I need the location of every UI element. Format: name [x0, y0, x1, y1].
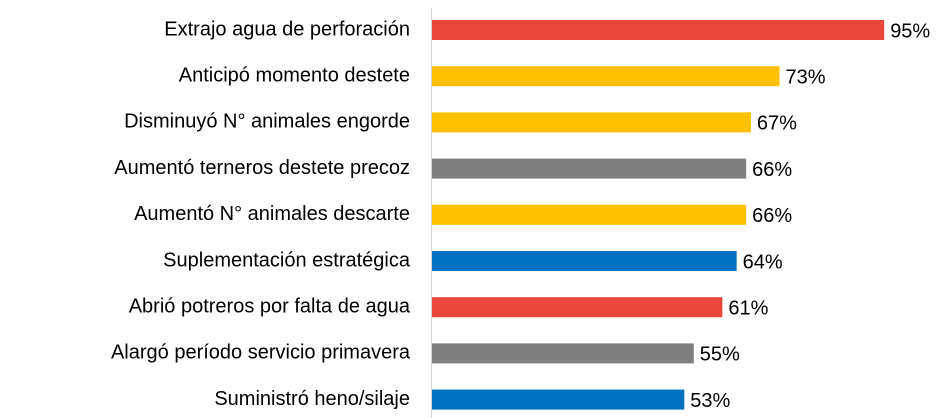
value-label: 73% — [785, 66, 825, 88]
category-label: Extrajo agua de perforación — [164, 18, 410, 40]
value-label: 64% — [743, 251, 783, 273]
category-label: Alargó período servicio primavera — [111, 342, 411, 364]
bar — [432, 158, 747, 179]
value-label: 55% — [700, 344, 740, 366]
value-label: 95% — [890, 20, 930, 42]
value-label: 66% — [752, 159, 792, 181]
bar — [432, 112, 751, 133]
category-label: Suministró heno/silaje — [214, 388, 410, 410]
bar — [432, 20, 885, 40]
bar — [432, 297, 723, 318]
category-label: Aumentó N° animales descarte — [134, 203, 410, 225]
category-label: Abrió potreros por falta de agua — [129, 295, 411, 317]
category-label: Aumentó terneros destete precoz — [114, 157, 410, 179]
bar — [432, 389, 685, 410]
value-label: 61% — [728, 297, 768, 319]
value-label: 66% — [752, 205, 792, 227]
category-label: Disminuyó N° animales engorde — [124, 111, 410, 133]
bar — [432, 343, 694, 364]
value-label: 67% — [757, 113, 797, 135]
bar — [432, 251, 737, 271]
category-label: Anticipó momento destete — [179, 64, 410, 86]
bar — [432, 204, 747, 225]
value-label: 53% — [690, 390, 730, 412]
category-label: Suplementación estratégica — [163, 249, 411, 271]
bar — [432, 66, 780, 87]
